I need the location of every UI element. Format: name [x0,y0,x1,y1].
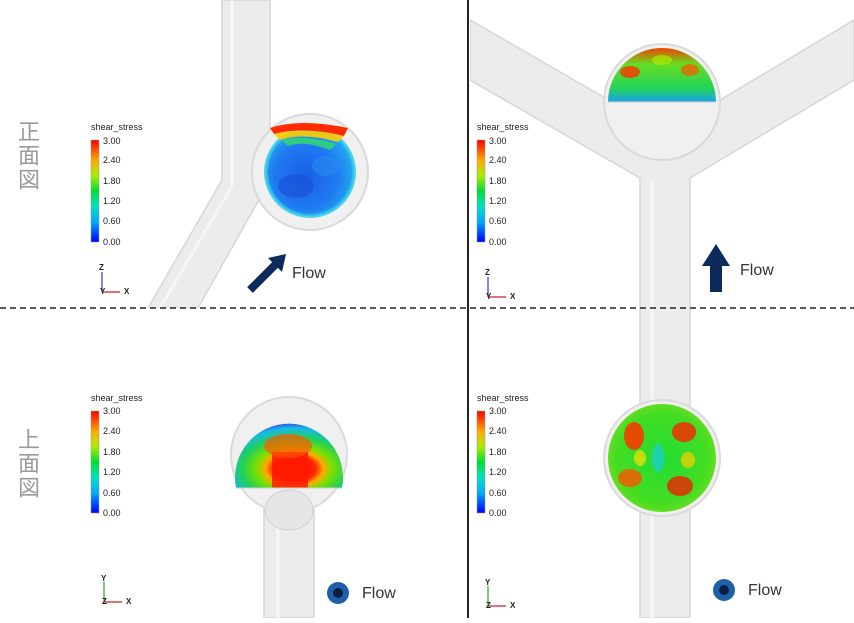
colorbar-tick: 0.60 [103,488,121,498]
axis-label-y: Y [101,574,107,583]
colorbar-tick: 1.80 [489,176,507,186]
flow-dot-left [327,582,349,604]
colorbar-tick: 0.60 [489,216,507,226]
colorbar-tick: 1.80 [103,176,121,186]
colorbar-tick: 3.00 [103,136,121,146]
colorbar-tick: 1.20 [103,196,121,206]
colorbar-tick: 2.40 [103,426,121,436]
colorbar-tick: 2.40 [489,155,507,165]
colorbar-tick: 1.80 [103,447,121,457]
top-bend-shear-cap [235,423,343,489]
flow-label: Flow [292,265,326,282]
axis-label-z: Z [99,263,104,272]
flow-arrow-diagonal [247,254,286,293]
y-junction-geometry [470,19,854,618]
colorbar-tick: 3.00 [489,406,507,416]
flow-label: Flow [740,262,774,279]
colorbar-bar-top-left [90,410,100,514]
axis-triad-top-left [103,582,122,603]
front-bend-shear-sphere [264,123,356,218]
colorbar-tick: 0.00 [489,237,507,247]
colorbar-bar-front-right [476,139,486,243]
axis-label-z: Z [486,601,491,610]
colorbar-bar-front-left [90,139,100,243]
flow-arrow-up [702,244,730,292]
colorbar-tick: 2.40 [489,426,507,436]
colorbar-title: shear_stress [91,122,143,132]
colorbar-tick: 2.40 [103,155,121,165]
front-view-label: 正面図 [14,120,39,192]
colorbar-tick: 0.00 [489,508,507,518]
axis-triad-top-right [487,586,506,607]
colorbar-tick: 0.00 [103,508,121,518]
axis-label-x: X [126,597,132,606]
flow-dot-right [713,579,735,601]
colorbar-tick: 1.20 [489,467,507,477]
top-y-shear-sphere [603,399,721,517]
axis-label-y: Y [100,287,106,296]
colorbar-tick: 1.20 [489,196,507,206]
axis-triad-front-left [101,272,120,293]
colorbar-title: shear_stress [91,393,143,403]
y-junction-shear-cap [608,48,716,103]
axis-label-x: X [510,292,516,301]
flow-label: Flow [748,582,782,599]
axis-label-y: Y [486,292,492,301]
colorbar-tick: 3.00 [489,136,507,146]
axis-label-y: Y [485,578,491,587]
axis-triad-front-right [487,277,506,298]
colorbar-bar-top-right [476,410,486,514]
colorbar-tick: 0.00 [103,237,121,247]
colorbar-title: shear_stress [477,122,529,132]
colorbar-tick: 1.20 [103,467,121,477]
axis-label-z: Z [485,268,490,277]
colorbar-tick: 0.60 [103,216,121,226]
axis-label-z: Z [102,597,107,606]
flow-label: Flow [362,585,396,602]
axis-label-x: X [124,287,130,296]
colorbar-tick: 3.00 [103,406,121,416]
colorbar-tick: 1.80 [489,447,507,457]
top-view-label: 上面図 [14,428,39,500]
colorbar-title: shear_stress [477,393,529,403]
axis-label-x: X [510,601,516,610]
colorbar-tick: 0.60 [489,488,507,498]
